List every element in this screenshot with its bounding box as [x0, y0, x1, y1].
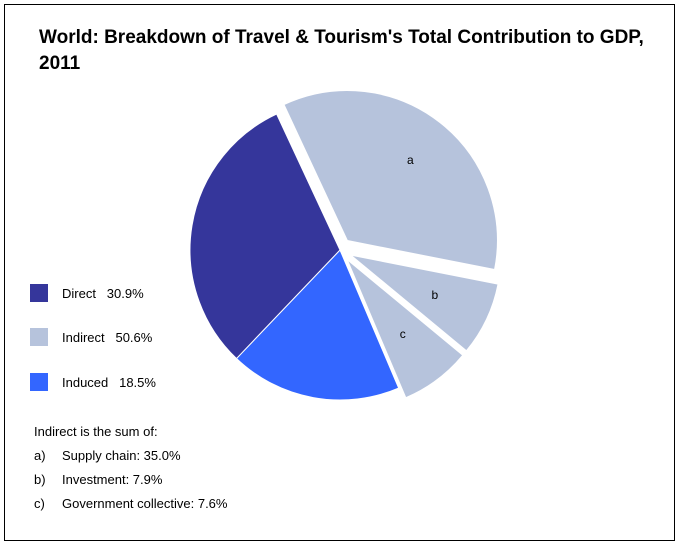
note-key-c: c)	[34, 496, 45, 511]
slice-label-a: a	[407, 153, 414, 167]
note-item-c: c) Government collective: 7.6%	[34, 496, 334, 512]
slice-label-b: b	[432, 288, 439, 302]
legend-item-indirect: Indirect 50.6%	[30, 328, 152, 346]
note-key-b: b)	[34, 472, 46, 487]
legend-item-direct: Direct 30.9%	[30, 284, 144, 302]
pie-slice-induced	[235, 249, 400, 401]
note-item-a: a) Supply chain: 35.0%	[34, 448, 334, 464]
legend-label-direct: Direct 30.9%	[62, 285, 144, 301]
legend-swatch-induced	[30, 373, 48, 391]
legend-label-indirect: Indirect 50.6%	[62, 329, 153, 345]
pie-slice-government-collective	[346, 259, 464, 399]
chart-title: World: Breakdown of Travel & Tourism's T…	[39, 27, 644, 74]
note-item-b: b) Investment: 7.9%	[34, 472, 334, 488]
legend-swatch-indirect	[30, 328, 48, 346]
legend-label-induced: Induced 18.5%	[62, 374, 156, 390]
pie-slice-supply-chain	[283, 90, 498, 271]
slice-label-c: c	[400, 327, 406, 341]
note-key-a: a)	[34, 448, 46, 463]
legend-item-induced: Induced 18.5%	[30, 373, 156, 391]
pie-slice-investment	[350, 254, 499, 352]
pie-slice-direct	[189, 113, 341, 360]
indirect-note-heading: Indirect is the sum of:	[34, 424, 158, 439]
note-text-b: Investment: 7.9%	[62, 472, 163, 487]
legend-swatch-direct	[30, 284, 48, 302]
note-text-c: Government collective: 7.6%	[62, 496, 228, 511]
note-text-a: Supply chain: 35.0%	[62, 448, 181, 463]
